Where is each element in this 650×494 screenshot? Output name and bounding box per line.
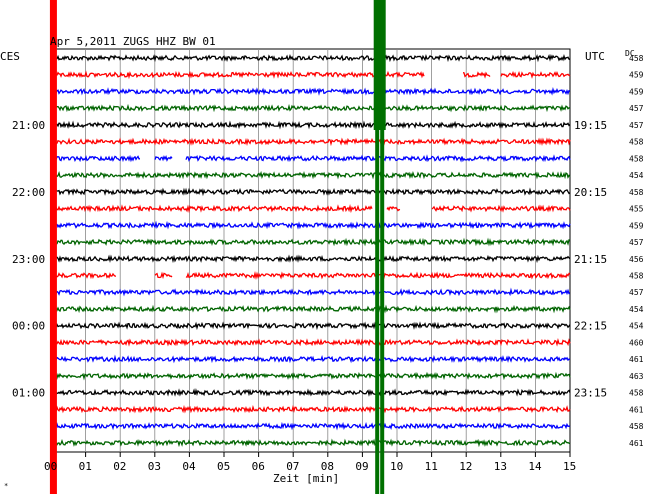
x-axis-label: Zeit [min] xyxy=(273,472,339,485)
x-tick-label: 13 xyxy=(494,460,507,473)
dc-value: 459 xyxy=(629,71,644,80)
trace-row xyxy=(51,254,571,264)
marker-green xyxy=(380,0,385,494)
trace-row xyxy=(51,421,571,431)
dc-value: 458 xyxy=(629,54,644,63)
x-tick-label: 06 xyxy=(252,460,265,473)
dc-value: 459 xyxy=(629,87,644,96)
x-tick-label: 04 xyxy=(182,460,196,473)
trace-row xyxy=(51,187,571,197)
labels: Apr 5,2011 ZUGS HHZ BW 01 CES UTC DC Zei… xyxy=(0,35,644,490)
dc-value: 455 xyxy=(629,205,644,214)
x-tick-label: 09 xyxy=(355,460,368,473)
trace-row xyxy=(51,404,571,414)
trace-row xyxy=(51,137,571,147)
x-tick-label: 15 xyxy=(563,460,576,473)
trace-row xyxy=(51,70,571,80)
right-time-label: 23:15 xyxy=(574,387,607,400)
trace-row xyxy=(51,120,571,130)
right-time-label: 20:15 xyxy=(574,186,607,199)
dc-value: 463 xyxy=(629,372,644,381)
right-axis-label: UTC xyxy=(585,50,605,63)
x-tick-label: 03 xyxy=(148,460,161,473)
x-tick-label: 00 xyxy=(44,460,57,473)
right-time-label: 19:15 xyxy=(574,119,607,132)
trace-row xyxy=(51,86,571,96)
x-tick-label: 10 xyxy=(390,460,403,473)
trace-row xyxy=(51,170,571,180)
trace-row xyxy=(51,204,571,214)
dc-value: 459 xyxy=(629,221,644,230)
x-tick-label: 08 xyxy=(321,460,334,473)
dc-value: 456 xyxy=(629,255,644,264)
dc-value: 457 xyxy=(629,121,644,130)
dc-value: 458 xyxy=(629,154,644,163)
dc-value: 458 xyxy=(629,188,644,197)
x-tick-label: 11 xyxy=(425,460,438,473)
left-time-label: 00:00 xyxy=(12,320,45,333)
trace-row xyxy=(51,371,571,381)
trace-row xyxy=(51,154,571,163)
trace-row xyxy=(51,321,571,331)
trace-row xyxy=(51,304,571,314)
trace-row xyxy=(51,53,571,63)
corner-glyph: * xyxy=(4,482,8,490)
chart-title: Apr 5,2011 ZUGS HHZ BW 01 xyxy=(50,35,216,48)
dc-value: 461 xyxy=(629,355,644,364)
dc-value: 454 xyxy=(629,305,644,314)
left-time-label: 23:00 xyxy=(12,253,45,266)
trace-row xyxy=(51,354,571,364)
left-time-label: 01:00 xyxy=(12,387,45,400)
dc-value: 458 xyxy=(629,138,644,147)
dc-value: 457 xyxy=(629,288,644,297)
left-axis-label: CES xyxy=(0,50,20,63)
trace-row xyxy=(51,387,571,397)
marker-green xyxy=(375,0,380,494)
dc-value: 454 xyxy=(629,171,644,180)
x-tick-label: 01 xyxy=(79,460,92,473)
dc-value: 458 xyxy=(629,389,644,398)
dc-value: 461 xyxy=(629,439,644,448)
dc-value: 457 xyxy=(629,238,644,247)
x-tick-label: 14 xyxy=(528,460,542,473)
trace-row xyxy=(51,237,571,247)
x-tick-label: 07 xyxy=(286,460,299,473)
dc-label: DC xyxy=(625,49,635,58)
x-tick-label: 12 xyxy=(459,460,472,473)
trace-row xyxy=(51,103,571,113)
trace-row xyxy=(51,338,571,347)
left-time-label: 22:00 xyxy=(12,186,45,199)
dc-value: 461 xyxy=(629,405,644,414)
grid xyxy=(50,48,571,457)
trace-row xyxy=(51,287,571,297)
event-markers xyxy=(49,0,386,494)
dc-value: 454 xyxy=(629,322,644,331)
marker-red xyxy=(49,0,57,494)
right-time-label: 21:15 xyxy=(574,253,607,266)
right-time-label: 22:15 xyxy=(574,320,607,333)
marker-green xyxy=(373,0,386,130)
trace-row xyxy=(51,220,571,230)
x-tick-label: 05 xyxy=(217,460,230,473)
dc-value: 458 xyxy=(629,422,644,431)
trace-row xyxy=(51,438,571,448)
x-tick-label: 02 xyxy=(113,460,126,473)
dc-value: 460 xyxy=(629,338,644,347)
trace-row xyxy=(51,271,571,281)
traces xyxy=(51,53,571,448)
dc-value: 457 xyxy=(629,104,644,113)
dc-value: 458 xyxy=(629,271,644,280)
left-time-label: 21:00 xyxy=(12,119,45,132)
